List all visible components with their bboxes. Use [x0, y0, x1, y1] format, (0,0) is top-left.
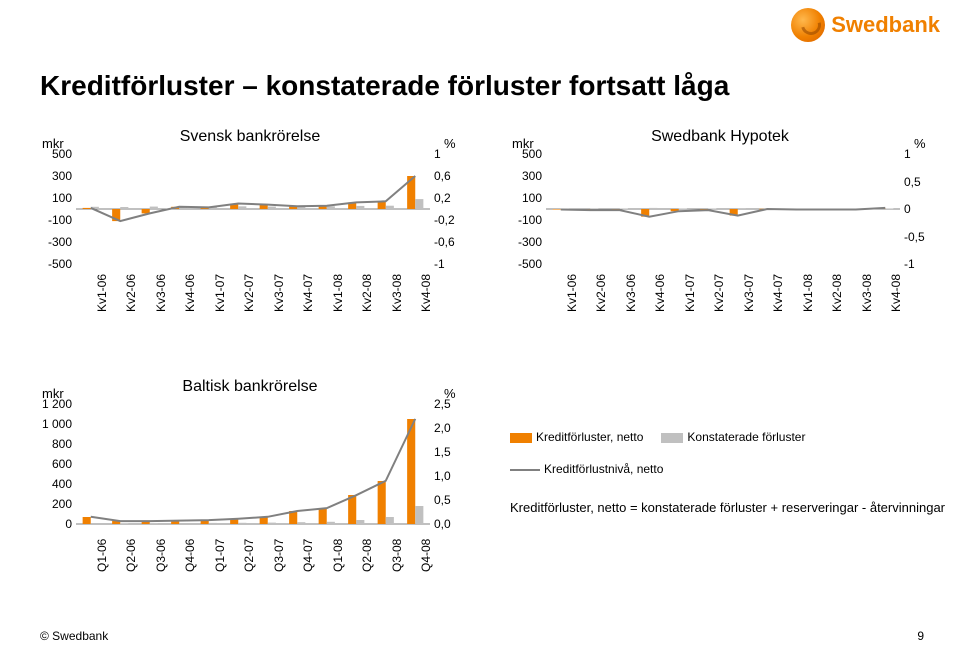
legend-label: Konstaterade förluster: [687, 430, 805, 444]
page-number: 9: [917, 629, 924, 643]
legend-swatch: [510, 469, 540, 471]
legend-item: Kreditförluster, netto: [510, 430, 643, 444]
legend: Kreditförluster, netto Konstaterade förlu…: [510, 430, 960, 515]
legend-item: Konstaterade förluster: [661, 430, 805, 444]
chart-swedbank-hypotek: Swedbank Hypotekmkr%500300100-100-300-50…: [500, 130, 940, 320]
footer-copyright: © Swedbank: [40, 629, 108, 643]
legend-label: Kreditförluster, netto: [536, 430, 643, 444]
page-title: Kreditförluster – konstaterade förluster…: [40, 70, 729, 102]
chart-baltisk-bankrorelse: Baltisk bankrörelsemkr%1 2001 0008006004…: [30, 380, 470, 580]
legend-item: Kreditförlustnivå, netto: [510, 462, 663, 476]
chart-svensk-bankrorelse: Svensk bankrörelsemkr%500300100-100-300-…: [30, 130, 470, 320]
legend-swatch: [661, 433, 683, 443]
legend-note: Kreditförluster, netto = konstaterade fö…: [510, 500, 960, 515]
swedbank-logo-icon: [791, 8, 825, 42]
legend-label: Kreditförlustnivå, netto: [544, 462, 663, 476]
brand-name: Swedbank: [831, 12, 940, 38]
legend-swatch: [510, 433, 532, 443]
brand-logo: Swedbank: [791, 8, 940, 42]
